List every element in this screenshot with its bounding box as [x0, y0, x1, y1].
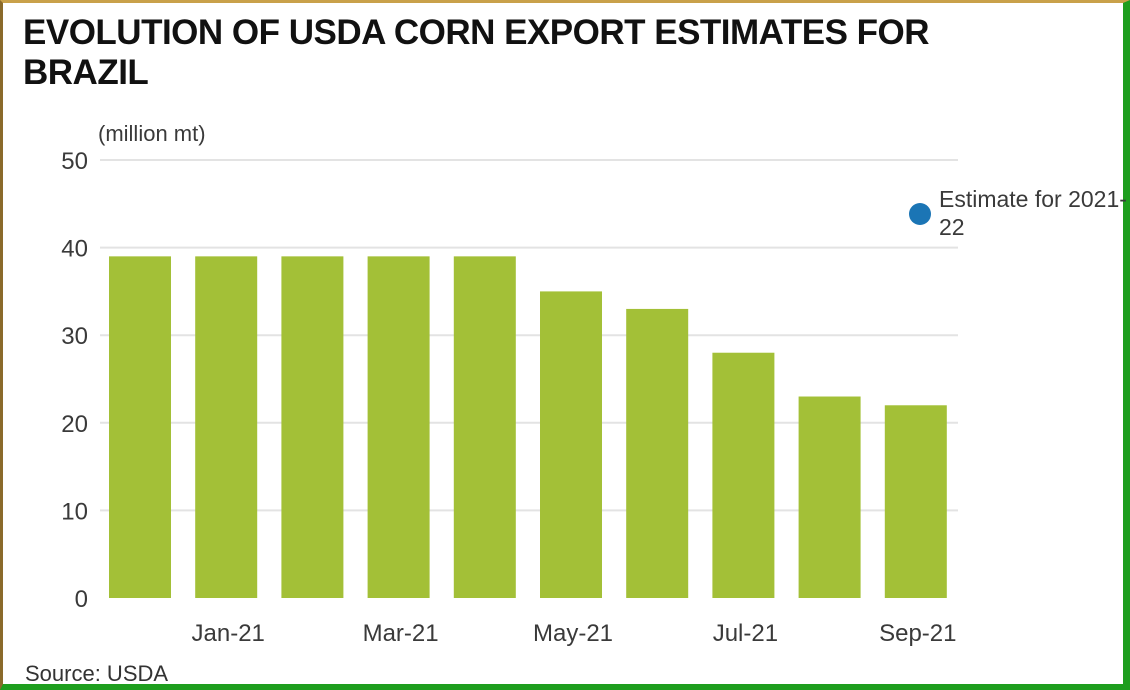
- bar-Sep-21: [884, 405, 947, 598]
- y-tick-label: 30: [61, 323, 88, 350]
- bar-Feb-21: [281, 256, 344, 598]
- bar-May-21: [540, 291, 602, 598]
- y-tick-label: 20: [61, 411, 88, 438]
- y-axis-unit-label: (million mt): [98, 121, 206, 146]
- bar-Mar-21: [367, 256, 430, 598]
- bar-Dec-20: [109, 256, 171, 598]
- bar-Jan-21: [195, 256, 258, 598]
- x-tick-label: Sep-21: [879, 620, 956, 647]
- x-tick-label: Jan-21: [192, 620, 265, 647]
- y-tick-label: 0: [75, 586, 88, 613]
- bar-Aug-21: [798, 396, 861, 598]
- y-tick-label: 50: [61, 148, 88, 175]
- chart-title: EVOLUTION OF USDA CORN EXPORT ESTIMATES …: [23, 13, 930, 92]
- x-tick-label: Mar-21: [363, 620, 439, 647]
- y-tick-label: 40: [61, 236, 88, 263]
- x-tick-label: Jul-21: [713, 620, 778, 647]
- bar-Jun-21: [626, 308, 689, 598]
- y-tick-label: 10: [61, 498, 88, 525]
- legend: Estimate for 2021-22: [909, 185, 1129, 241]
- x-tick-label: May-21: [533, 620, 613, 647]
- legend-label: Estimate for 2021-22: [939, 186, 1127, 240]
- bar-Apr-21: [453, 256, 516, 598]
- bar-Jul-21: [712, 352, 775, 598]
- source-note: Source: USDA: [25, 661, 169, 686]
- legend-marker: [909, 203, 931, 225]
